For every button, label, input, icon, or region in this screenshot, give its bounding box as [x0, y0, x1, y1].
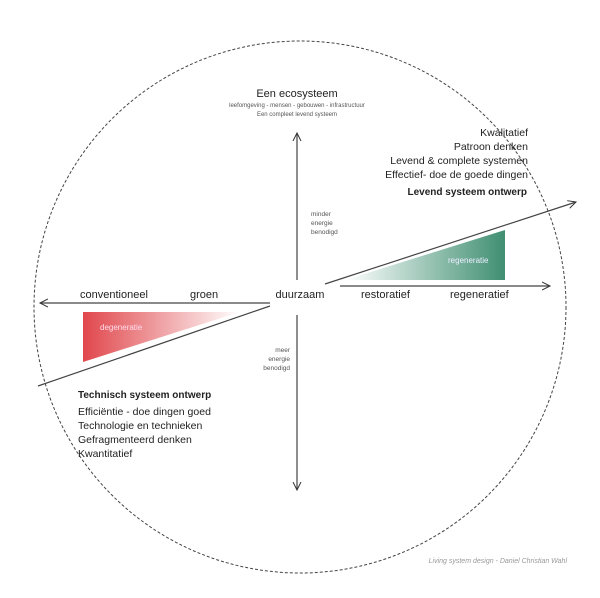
- credit: Living system design - Daniel Christian …: [429, 558, 568, 565]
- left-line-2: Technologie en technieken: [78, 420, 203, 432]
- degeneration-label: degeneratie: [100, 323, 143, 332]
- label-restoratief: restoratief: [361, 289, 411, 301]
- outer-dashed-circle: [33, 40, 567, 574]
- ecosystem-sub1: leefomgeving - mensen - gebouwen - infra…: [229, 103, 365, 109]
- technical-system-heading: Technisch systeem ontwerp: [78, 390, 211, 401]
- regeneration-label: regeneratie: [448, 256, 489, 265]
- right-line-4: Effectief- doe de goede dingen: [385, 169, 528, 181]
- ecosystem-sub2: Een compleet levend systeem: [257, 112, 337, 118]
- ecosystem-title: Een ecosysteem: [256, 88, 337, 100]
- up-note-2: energie: [311, 220, 333, 227]
- right-line-1: Kwalitatief: [480, 127, 528, 139]
- left-line-4: Kwantitatief: [78, 448, 132, 460]
- left-line-3: Gefragmenteerd denken: [78, 434, 192, 446]
- regeneration-wedge: [345, 230, 505, 280]
- right-line-2: Patroon denken: [454, 141, 528, 153]
- label-groen: groen: [190, 289, 218, 301]
- left-line-1: Efficiëntie - doe dingen goed: [78, 406, 211, 418]
- center-label: duurzaam: [276, 289, 325, 301]
- down-note-2: energie: [268, 356, 290, 363]
- label-regeneratief: regeneratief: [450, 289, 510, 301]
- up-note-3: benodigd: [311, 229, 338, 236]
- living-system-heading: Levend systeem ontwerp: [408, 187, 527, 198]
- up-note-1: minder: [311, 211, 332, 218]
- degeneration-wedge: [83, 312, 240, 362]
- right-line-3: Levend & complete systemen: [390, 155, 528, 167]
- down-note-1: meer: [275, 347, 291, 354]
- down-note-3: benodigd: [263, 365, 290, 372]
- diagonal-up: [324, 202, 576, 285]
- label-conventioneel: conventioneel: [80, 289, 148, 301]
- diagonal-down: [37, 305, 271, 387]
